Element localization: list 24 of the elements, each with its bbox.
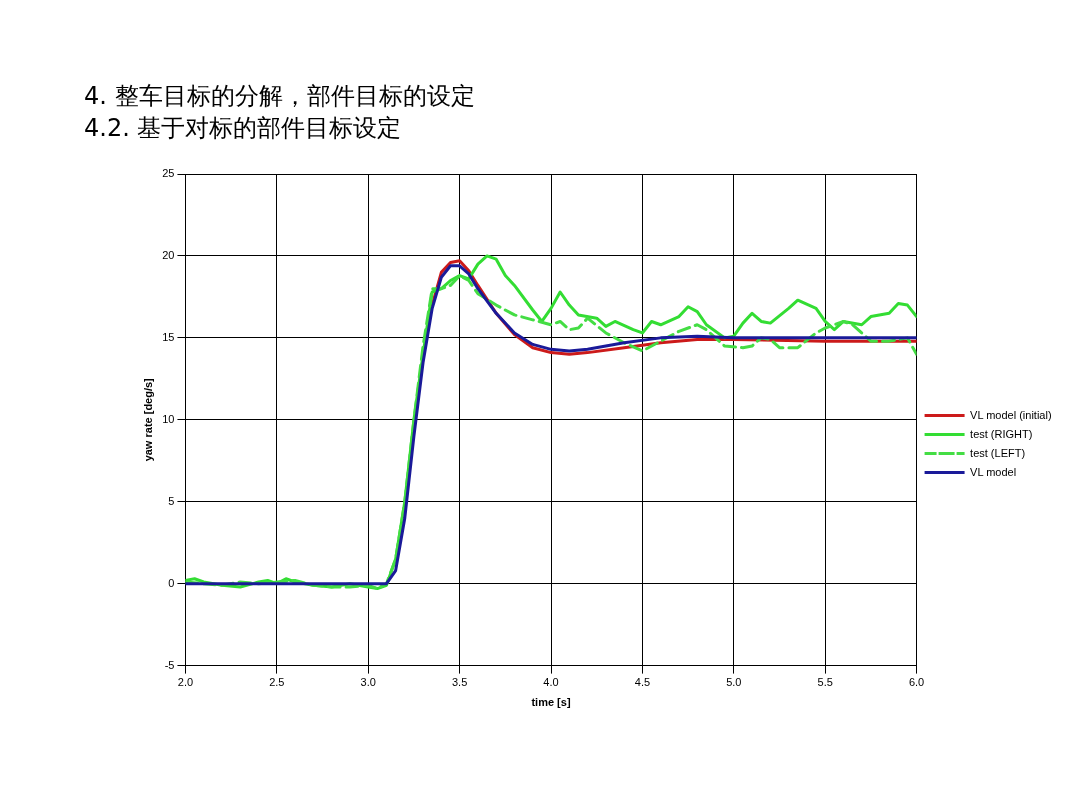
x-tick-label: 2.5 (269, 676, 285, 689)
y-tick-label: 10 (162, 412, 175, 425)
y-tick-label: 0 (168, 576, 175, 589)
x-tick-label: 4.5 (634, 676, 651, 689)
x-tick-label: 5.0 (726, 676, 742, 689)
legend-label: VL model (initial) (970, 408, 1052, 421)
legend-label: test (LEFT) (970, 446, 1026, 459)
legend-label: test (RIGHT) (970, 427, 1033, 440)
x-axis-title: time [s] (531, 696, 571, 709)
y-axis-title: yaw rate [deg/s] (141, 377, 154, 462)
y-tick-label: -5 (164, 658, 175, 671)
x-tick-label: 3.0 (360, 676, 376, 689)
x-tick-label: 3.5 (451, 676, 468, 689)
x-tick-label: 5.5 (817, 676, 833, 689)
x-tick-label: 4.0 (543, 676, 559, 689)
y-tick-label: 20 (162, 248, 175, 261)
chart-subtitle: 4.2. 基于对标的部件目标设定 (84, 113, 403, 144)
chart-title: 4. 整车目标的分解，部件目标的设定 (84, 81, 476, 112)
legend-label: VL model (970, 465, 1017, 478)
x-tick-label: 6.0 (908, 676, 925, 689)
x-tick-label: 2.0 (177, 676, 194, 689)
y-tick-label: 25 (162, 167, 175, 180)
y-tick-label: 5 (168, 494, 175, 507)
y-tick-label: 15 (162, 330, 175, 343)
